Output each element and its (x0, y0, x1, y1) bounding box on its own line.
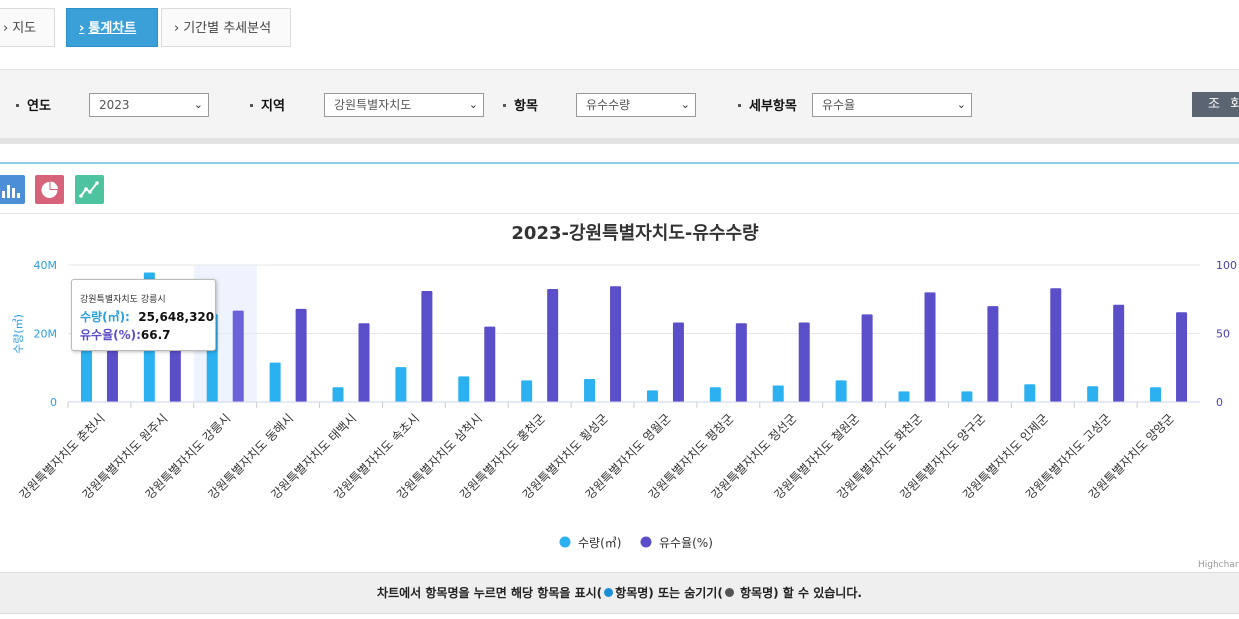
tooltip-title: 강원특별자치도 강릉시 (80, 295, 166, 305)
chart-tooltip: 강원특별자치도 강릉시 수량(㎥): 25,648,320 유수율(%):66.… (71, 279, 216, 351)
y-left-tick-label: 40M (34, 259, 58, 272)
tab-trend-analysis[interactable]: › 기간별 추세분석 (161, 8, 291, 47)
bar-rate (924, 292, 936, 402)
region-select[interactable]: 강원특별자치도 ⌄ (324, 93, 484, 117)
chevron-down-icon: ⌄ (680, 98, 690, 111)
bar-rate (987, 306, 999, 402)
bar-volume (395, 367, 407, 402)
legend-marker-rate (640, 536, 652, 548)
legend-on-dot-icon (604, 588, 614, 597)
bar-volume (961, 391, 973, 402)
bar-volume (332, 387, 344, 402)
pie-chart-icon[interactable] (35, 175, 64, 204)
chart-credits: Highcharts.com (1198, 560, 1239, 570)
y-right-tick-label: 100 (1216, 259, 1237, 272)
bar-volume (1087, 386, 1099, 402)
help-text-1: 차트에서 항목명을 누르면 해당 항목을 표시( (377, 586, 603, 600)
chevron-down-icon: ⌄ (956, 98, 966, 111)
bar-rate (547, 288, 559, 402)
bar-rate (421, 291, 433, 402)
bar-rate (1050, 288, 1062, 402)
tab-map-label: 지도 (12, 21, 37, 36)
y-right-tick-label: 50 (1216, 328, 1230, 341)
tooltip-rate-value: 66.7 (140, 328, 171, 342)
y-left-tick-label: 20M (34, 328, 58, 341)
bar-rate (798, 322, 810, 402)
help-text-3: 항목명) 할 수 있습니다. (735, 586, 862, 600)
chart-help-bar: 차트에서 항목명을 누르면 해당 항목을 표시( 항목명) 또는 숨기기( 항목명… (0, 572, 1239, 614)
bar-rate (1113, 304, 1125, 402)
bar-volume (458, 376, 470, 402)
tab-map[interactable]: › 지도 (0, 8, 55, 47)
chevron-down-icon: ⌄ (193, 98, 203, 111)
tab-stats-chart-label: 통계차트 (88, 21, 137, 36)
bar-rate (484, 326, 496, 402)
filter-bar: 연도 2023 ⌄ 지역 강원특별자치도 ⌄ 항목 유수수량 ⌄ 세부항목 유수율 ⌄ … (0, 69, 1239, 144)
chart-title: 2023-강원특별자치도-유수수량 (511, 223, 759, 244)
chart-separator (0, 213, 1239, 214)
bar-volume (646, 390, 658, 402)
legend-label-volume: 수량(㎥) (578, 536, 621, 550)
legend-label-rate: 유수율(%) (659, 536, 713, 550)
tooltip-volume-label: 수량(㎥): (80, 310, 130, 324)
query-button[interactable]: 조 회 (1192, 92, 1239, 117)
y-right-tick-label: 0 (1216, 396, 1223, 409)
y-left-axis-label: 수량(㎥) (12, 314, 25, 354)
chart-area: 2023-강원특별자치도-유수수량 0 0 20M 50 40M 100 수량(㎥) 강원특별자… (12, 223, 1239, 570)
item-select[interactable]: 유수수량 ⌄ (576, 93, 696, 117)
bar-rate (610, 286, 622, 402)
chart-toolbar-divider (0, 162, 1239, 164)
help-text-2: 항목명) 또는 숨기기( (615, 586, 723, 600)
y-left-tick-label: 0 (50, 396, 57, 409)
chevron-down-icon: ⌄ (468, 98, 478, 111)
tooltip-rate-row: 유수율(%):66.7 (80, 326, 171, 343)
filter-bar-divider (0, 138, 1239, 144)
bar-volume (835, 380, 847, 402)
bar-volume (772, 385, 784, 402)
legend-marker-volume (559, 536, 571, 548)
bar-volume (1024, 384, 1036, 402)
tooltip-volume-value: 25,648,320 (138, 310, 215, 324)
bar-rate (672, 322, 684, 402)
region-label: 지역 (250, 95, 285, 114)
tab-bar: › 지도 › 통계차트 › 기간별 추세분석 (0, 0, 1239, 69)
bar-rate (735, 323, 747, 402)
year-select[interactable]: 2023 ⌄ (89, 93, 209, 117)
tab-stats-chart[interactable]: › 통계차트 (66, 8, 158, 47)
tooltip-rate-label: 유수율(%): (80, 328, 141, 342)
bar-volume (269, 362, 281, 402)
item-label: 항목 (503, 95, 538, 114)
year-label: 연도 (16, 95, 51, 114)
subitem-label: 세부항목 (738, 95, 797, 114)
bar-rate (861, 314, 873, 402)
tab-trend-analysis-label: 기간별 추세분석 (183, 21, 272, 36)
bar-rate (232, 310, 244, 402)
bar-volume (521, 380, 533, 402)
bar-volume (1150, 387, 1162, 402)
bar-volume (584, 379, 596, 402)
line-chart-icon[interactable] (75, 175, 104, 204)
bar-rate (358, 323, 370, 402)
bar-rate (1176, 312, 1188, 402)
bar-rate (295, 308, 307, 402)
legend-off-dot-icon (724, 588, 734, 597)
tooltip-volume-row: 수량(㎥): 25,648,320 (80, 308, 214, 325)
bar-volume (898, 391, 910, 402)
subitem-select[interactable]: 유수율 ⌄ (812, 93, 972, 117)
bar-chart-icon[interactable] (0, 175, 25, 204)
bar-volume (709, 387, 721, 402)
